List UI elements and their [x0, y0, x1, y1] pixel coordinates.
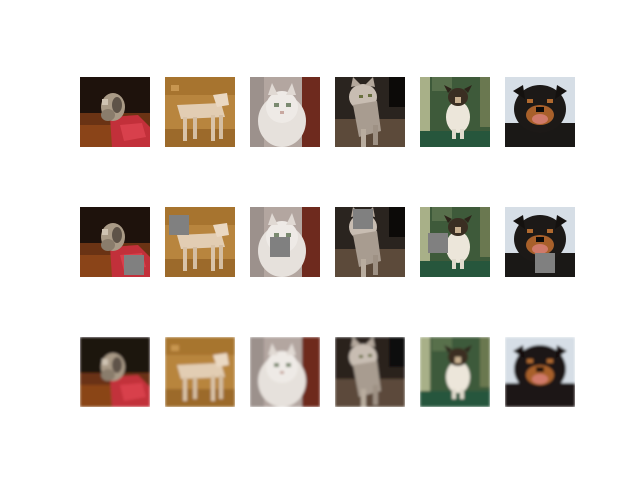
occlusion-mask: [535, 253, 555, 273]
original-image-tabby-cat-walking: [335, 77, 405, 147]
occlusion-mask: [270, 237, 290, 257]
original-image-dog-in-red-sweater: [80, 77, 150, 147]
reconstructed-image-dog-in-red-sweater: [80, 337, 150, 407]
occlusion-mask: [169, 215, 189, 235]
occlusion-mask: [124, 255, 144, 275]
occluded-image-rottweiler: [505, 207, 575, 277]
original-image-white-fluffy-cat: [250, 77, 320, 147]
reconstructed-image-greyhound-on-straw: [165, 337, 235, 407]
reconstructed-image-tabby-cat-walking: [335, 337, 405, 407]
original-image-small-white-dog-on-grass: [420, 77, 490, 147]
occluded-image-tabby-cat-walking: [335, 207, 405, 277]
occlusion-mask: [428, 233, 448, 253]
reconstructed-image-rottweiler: [505, 337, 575, 407]
occluded-image-greyhound-on-straw: [165, 207, 235, 277]
reconstructed-image-small-white-dog-on-grass: [420, 337, 490, 407]
occluded-image-white-fluffy-cat: [250, 207, 320, 277]
occlusion-mask: [353, 209, 373, 229]
original-image-rottweiler: [505, 77, 575, 147]
occluded-image-dog-in-red-sweater: [80, 207, 150, 277]
occluded-image-small-white-dog-on-grass: [420, 207, 490, 277]
original-image-greyhound-on-straw: [165, 77, 235, 147]
reconstructed-image-white-fluffy-cat: [250, 337, 320, 407]
